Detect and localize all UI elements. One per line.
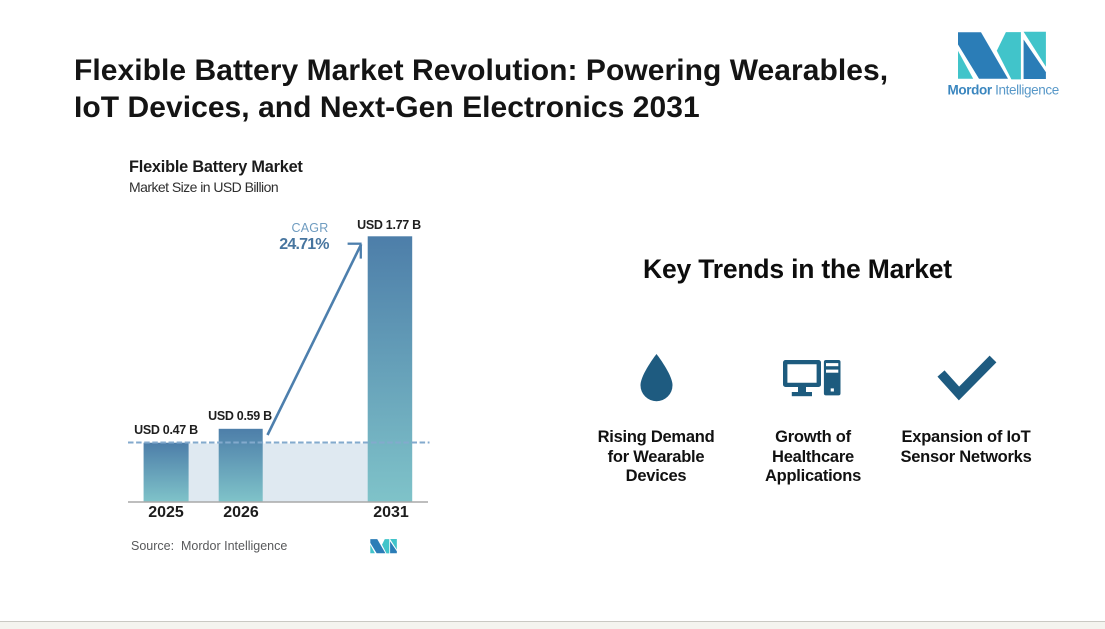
svg-text:Mordor Intelligence: Mordor Intelligence [948, 83, 1059, 98]
